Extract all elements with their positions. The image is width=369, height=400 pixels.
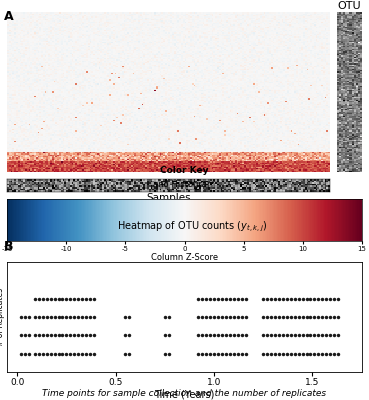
Text: Time points for sample collection and the number of replicates: Time points for sample collection and th… [42,389,327,398]
X-axis label: Time (Years): Time (Years) [154,389,215,399]
X-axis label: Column Z-Score: Column Z-Score [151,253,218,262]
Text: Color Key: Color Key [160,166,209,175]
Text: B: B [4,240,13,253]
Text: and Histogram: and Histogram [154,180,215,190]
X-axis label: Samples: Samples [146,193,191,203]
Text: A: A [4,10,13,23]
Title: OTU: OTU [337,1,361,11]
Y-axis label: # of Replicates: # of Replicates [0,288,4,346]
Text: Heatmap of OTU counts ($y_{t,k,j}$): Heatmap of OTU counts ($y_{t,k,j}$) [117,220,267,234]
